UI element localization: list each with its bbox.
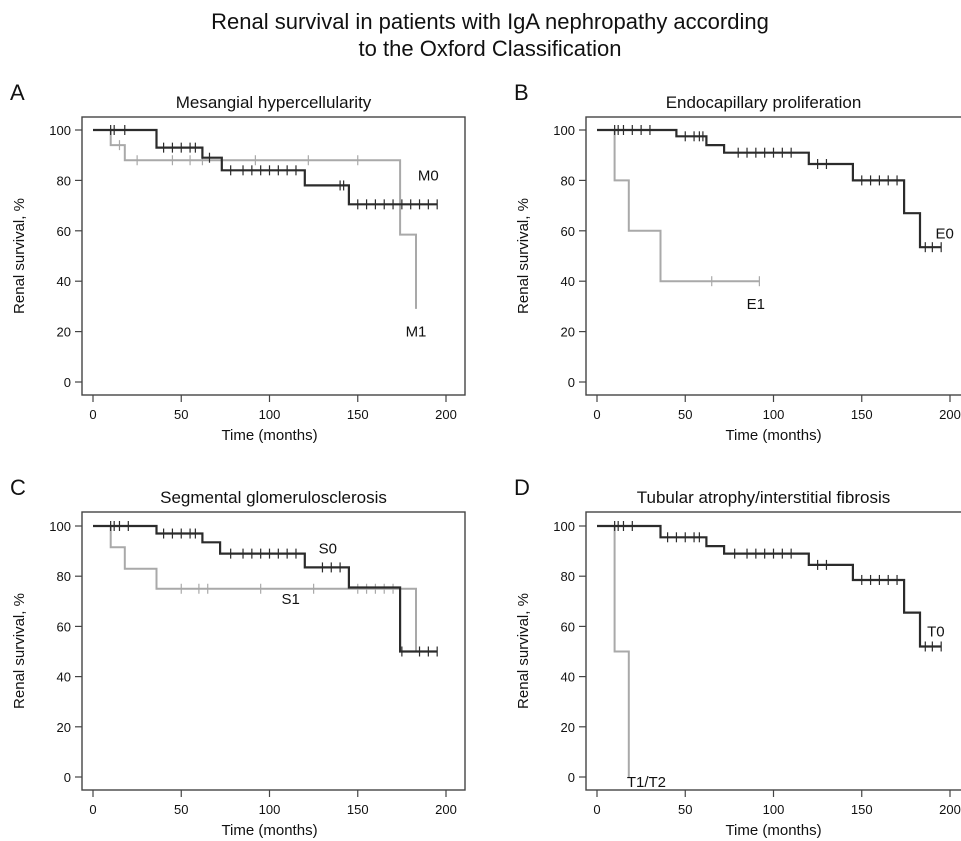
y-tick-label: 60 [57,224,71,239]
y-tick-label: 80 [57,569,71,584]
x-tick-label: 100 [763,802,785,817]
x-tick-label: 200 [939,407,961,422]
x-tick-label: 100 [259,802,281,817]
y-axis-label: Renal survival, % [11,198,28,314]
y-tick-label: 20 [57,720,71,735]
panel-d: D Tubular atrophy/interstitial fibrosis 0 2… [514,475,961,839]
x-tick-label: 150 [851,802,873,817]
y-tick-label: 100 [49,519,71,534]
x-tick-label: 150 [347,407,369,422]
x-tick-label: 50 [678,802,692,817]
y-tick-label: 0 [568,770,575,785]
x-tick-label: 0 [593,407,600,422]
series-m1: M1 [93,129,427,341]
x-tick-label: 0 [89,407,96,422]
survival-curve [597,525,630,777]
y-tick-label: 80 [561,569,575,584]
panel-letter: A [10,80,25,105]
y-axis-label: Renal survival, % [515,593,532,709]
survival-curve [93,129,417,309]
y-tick-label: 40 [57,274,71,289]
series-s0: S0 [93,521,438,657]
y-tick-label: 40 [561,274,575,289]
y-tick-label: 80 [57,173,71,188]
survival-curve [597,524,942,648]
y-tick-label: 40 [57,670,71,685]
plot-frame [81,511,466,791]
x-axis-label: Time (months) [725,427,821,444]
series-m0: M0 [93,125,439,210]
x-tick-label: 200 [435,802,457,817]
series-e1: E1 [597,129,765,313]
y-tick-label: 80 [561,173,575,188]
panel-title: Endocapillary proliferation [666,93,862,112]
series-label: T0 [927,623,945,640]
y-tick-label: 0 [568,375,575,390]
x-tick-label: 200 [435,407,457,422]
panel-title: Segmental glomerulosclerosis [160,488,387,507]
y-tick-label: 40 [561,670,575,685]
x-tick-label: 200 [939,802,961,817]
panel-c: C Segmental glomerulosclerosis 0 20 40 60 80 10… [10,475,466,839]
y-tick-label: 20 [561,325,575,340]
series-label: T1/T2 [627,774,666,791]
panel-a: A Mesangial hypercellularity 0 20 40 60 80 100 0… [10,80,466,444]
x-tick-label: 50 [678,407,692,422]
y-tick-label: 100 [49,123,71,138]
y-tick-label: 20 [561,720,575,735]
panel-letter: C [10,475,26,500]
figure-title-line-2: to the Oxford Classification [359,36,622,61]
x-tick-label: 150 [347,802,369,817]
series-label: S1 [282,591,300,608]
x-tick-label: 0 [593,802,600,817]
series-t1-t2: T1/T2 [597,525,666,791]
y-tick-label: 60 [561,224,575,239]
plot-frame [81,116,466,396]
y-tick-label: 0 [64,375,71,390]
y-axis-label: Renal survival, % [515,198,532,314]
panel-title: Tubular atrophy/interstitial fibrosis [637,488,891,507]
survival-curve [597,129,760,283]
series-label: E1 [747,296,765,313]
x-tick-label: 100 [763,407,785,422]
figure-title-line-1: Renal survival in patients with IgA neph… [211,9,769,34]
plot-frame [585,116,961,396]
y-tick-label: 60 [561,619,575,634]
panel-b: B Endocapillary proliferation 0 20 40 60 80 100… [514,80,961,444]
series-e0: E0 [597,125,954,253]
series-t0: T0 [597,521,945,652]
y-tick-label: 20 [57,325,71,340]
series-label: E0 [936,225,954,242]
panel-title: Mesangial hypercellularity [176,93,372,112]
x-tick-label: 50 [174,802,188,817]
series-label: M1 [406,324,427,341]
y-tick-label: 0 [64,770,71,785]
panel-letter: D [514,475,530,500]
series-label: M0 [418,167,439,184]
plot-frame [585,511,961,791]
y-tick-label: 100 [553,123,575,138]
series-label: S0 [319,541,337,558]
x-tick-label: 100 [259,407,281,422]
y-tick-label: 100 [553,519,575,534]
series-s1: S1 [93,525,432,653]
survival-curve [93,128,438,206]
y-tick-label: 60 [57,619,71,634]
x-axis-label: Time (months) [725,822,821,839]
x-axis-label: Time (months) [221,822,317,839]
x-tick-label: 150 [851,407,873,422]
panel-letter: B [514,80,529,105]
x-tick-label: 50 [174,407,188,422]
x-tick-label: 0 [89,802,96,817]
x-axis-label: Time (months) [221,427,317,444]
survival-curve [93,525,432,653]
survival-curve [597,128,942,249]
y-axis-label: Renal survival, % [11,593,28,709]
